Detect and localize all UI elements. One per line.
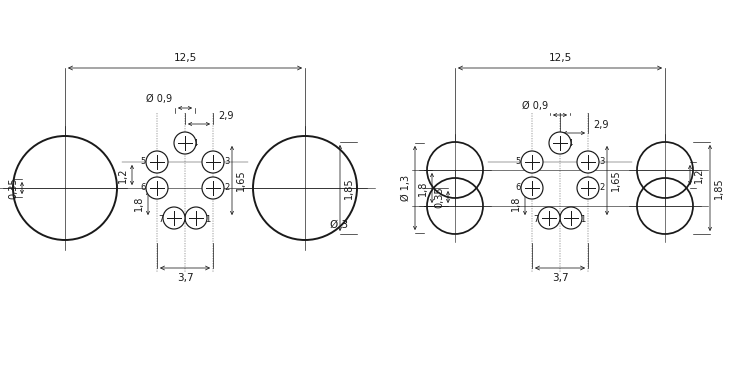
Circle shape (521, 177, 543, 199)
Text: 3,7: 3,7 (177, 273, 193, 283)
Text: 1,8: 1,8 (418, 180, 428, 196)
Text: 1,85: 1,85 (344, 177, 354, 199)
Text: 0,35: 0,35 (434, 186, 444, 208)
Text: 5: 5 (516, 158, 521, 166)
Text: 3: 3 (599, 158, 605, 166)
Text: 0,35: 0,35 (8, 177, 18, 199)
Circle shape (146, 151, 168, 173)
Circle shape (538, 207, 560, 229)
Circle shape (577, 151, 599, 173)
Circle shape (163, 207, 185, 229)
Text: 12,5: 12,5 (548, 53, 571, 63)
Text: 12,5: 12,5 (174, 53, 197, 63)
Circle shape (146, 177, 168, 199)
Circle shape (560, 207, 582, 229)
Text: 2: 2 (600, 183, 605, 192)
Text: 1,2: 1,2 (118, 167, 128, 183)
Text: 1,65: 1,65 (611, 170, 621, 191)
Circle shape (521, 151, 543, 173)
Text: 1,8: 1,8 (134, 195, 144, 211)
Text: Ø 0,9: Ø 0,9 (146, 94, 172, 104)
Circle shape (185, 207, 207, 229)
Text: 1,85: 1,85 (714, 177, 724, 199)
Text: 6: 6 (516, 183, 521, 192)
Text: 1,8: 1,8 (511, 195, 521, 211)
Text: 6: 6 (140, 183, 146, 192)
Text: 7: 7 (158, 214, 164, 223)
Text: 2: 2 (224, 183, 229, 192)
Text: 1: 1 (580, 214, 586, 223)
Text: 2,9: 2,9 (218, 111, 233, 121)
Text: 7: 7 (533, 214, 539, 223)
Circle shape (202, 151, 224, 173)
Text: 5: 5 (140, 158, 145, 166)
Text: 4: 4 (568, 140, 573, 148)
Circle shape (202, 177, 224, 199)
Text: 1: 1 (206, 214, 211, 223)
Text: 1,65: 1,65 (236, 170, 246, 191)
Text: 3: 3 (224, 158, 229, 166)
Text: 1,2: 1,2 (694, 167, 704, 183)
Circle shape (577, 177, 599, 199)
Text: 2,9: 2,9 (593, 120, 609, 130)
Text: 3,7: 3,7 (552, 273, 568, 283)
Circle shape (174, 132, 196, 154)
Circle shape (549, 132, 571, 154)
Text: Ø 1,3: Ø 1,3 (401, 175, 411, 201)
Text: Ø 3: Ø 3 (330, 220, 348, 230)
Text: Ø 0,9: Ø 0,9 (522, 101, 548, 111)
Text: 4: 4 (192, 140, 197, 148)
